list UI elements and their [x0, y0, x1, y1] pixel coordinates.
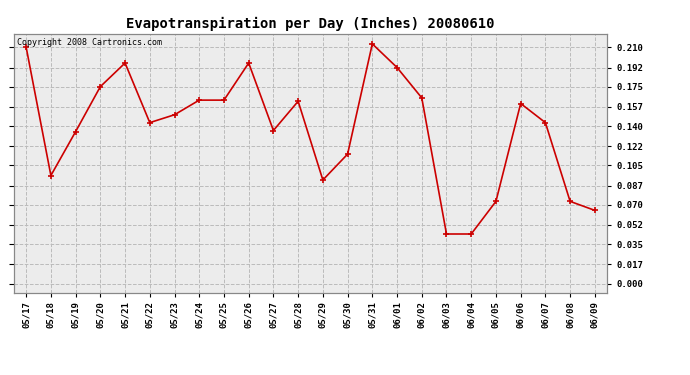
Title: Evapotranspiration per Day (Inches) 20080610: Evapotranspiration per Day (Inches) 2008…: [126, 17, 495, 31]
Text: Copyright 2008 Cartronics.com: Copyright 2008 Cartronics.com: [17, 38, 161, 46]
